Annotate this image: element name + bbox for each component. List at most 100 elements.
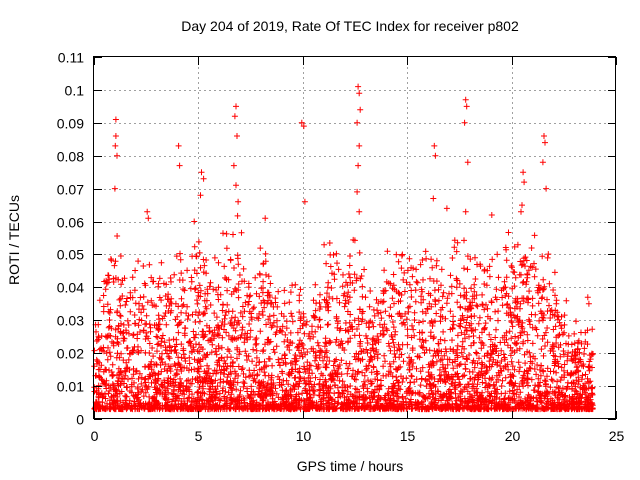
data-point xyxy=(347,253,353,259)
data-point xyxy=(401,269,408,276)
data-point xyxy=(514,241,521,248)
data-point xyxy=(329,401,335,408)
data-point xyxy=(227,404,234,411)
data-point xyxy=(550,287,557,293)
data-point xyxy=(241,339,248,346)
data-point xyxy=(353,277,360,284)
x-tick-label: 5 xyxy=(195,428,203,444)
data-point xyxy=(209,329,216,336)
data-point xyxy=(203,257,210,263)
data-point xyxy=(159,332,166,339)
data-point xyxy=(428,399,435,405)
data-point xyxy=(181,287,188,294)
data-point xyxy=(174,395,181,402)
data-point xyxy=(520,404,527,411)
data-point xyxy=(231,395,237,402)
data-point xyxy=(152,376,159,383)
data-point xyxy=(472,326,479,333)
data-point xyxy=(106,309,113,316)
data-point xyxy=(388,333,395,340)
data-point xyxy=(371,393,378,400)
data-point xyxy=(247,292,254,299)
data-point xyxy=(318,396,325,403)
data-point xyxy=(402,310,409,317)
data-point xyxy=(355,405,362,412)
data-point xyxy=(196,358,203,365)
data-point xyxy=(380,363,387,370)
data-point xyxy=(292,352,299,358)
data-point xyxy=(347,274,353,281)
data-point xyxy=(174,405,181,412)
data-point xyxy=(312,281,319,288)
data-point xyxy=(207,336,214,343)
data-point xyxy=(473,349,479,356)
data-point xyxy=(474,381,481,388)
data-point xyxy=(253,362,260,369)
data-point xyxy=(561,312,568,319)
data-point xyxy=(202,331,209,338)
data-point xyxy=(374,396,381,403)
data-point xyxy=(542,139,548,146)
data-point xyxy=(181,332,188,339)
data-point xyxy=(406,255,413,262)
data-point xyxy=(545,251,552,258)
data-point xyxy=(186,360,193,367)
data-point xyxy=(123,329,130,336)
data-point xyxy=(443,393,450,400)
data-point xyxy=(568,371,574,378)
data-point xyxy=(503,310,510,317)
data-point xyxy=(188,380,195,387)
data-point xyxy=(459,389,466,396)
data-point xyxy=(521,351,528,358)
data-point xyxy=(131,312,138,318)
data-point xyxy=(561,321,568,328)
data-point xyxy=(351,317,358,324)
data-point xyxy=(552,353,559,360)
data-point xyxy=(178,404,185,411)
data-point xyxy=(563,297,570,304)
data-point xyxy=(381,288,388,295)
data-point xyxy=(575,367,582,374)
data-point xyxy=(178,354,185,361)
data-point xyxy=(102,405,109,412)
data-point xyxy=(363,363,370,370)
data-point xyxy=(106,401,113,408)
data-point xyxy=(256,293,263,300)
data-point xyxy=(486,331,493,338)
data-point xyxy=(287,289,294,296)
data-point xyxy=(491,385,498,392)
data-point xyxy=(478,339,484,346)
data-point xyxy=(116,296,123,303)
x-tick-label: 0 xyxy=(91,428,99,444)
data-point xyxy=(586,400,593,406)
data-point xyxy=(539,253,546,260)
data-point xyxy=(195,312,202,319)
data-point xyxy=(354,119,361,126)
data-point xyxy=(395,298,402,305)
data-point xyxy=(211,333,218,340)
data-point xyxy=(334,400,341,407)
data-point xyxy=(513,341,519,347)
data-point xyxy=(528,245,535,251)
data-point xyxy=(432,395,439,402)
data-point xyxy=(272,295,279,302)
data-point xyxy=(482,320,489,327)
data-point xyxy=(517,389,524,396)
data-point xyxy=(179,303,186,309)
data-point xyxy=(544,339,551,346)
data-point xyxy=(118,350,125,357)
data-point xyxy=(159,391,166,397)
data-point xyxy=(479,379,486,386)
data-point xyxy=(105,390,112,397)
data-point xyxy=(582,338,589,345)
data-point xyxy=(351,287,358,294)
data-point xyxy=(390,271,397,278)
data-point xyxy=(462,208,469,215)
data-point xyxy=(382,358,388,365)
data-point xyxy=(395,258,402,265)
data-point xyxy=(506,388,513,395)
data-point xyxy=(350,236,357,243)
data-point xyxy=(223,230,230,237)
data-point xyxy=(156,294,163,301)
data-point xyxy=(341,387,348,394)
